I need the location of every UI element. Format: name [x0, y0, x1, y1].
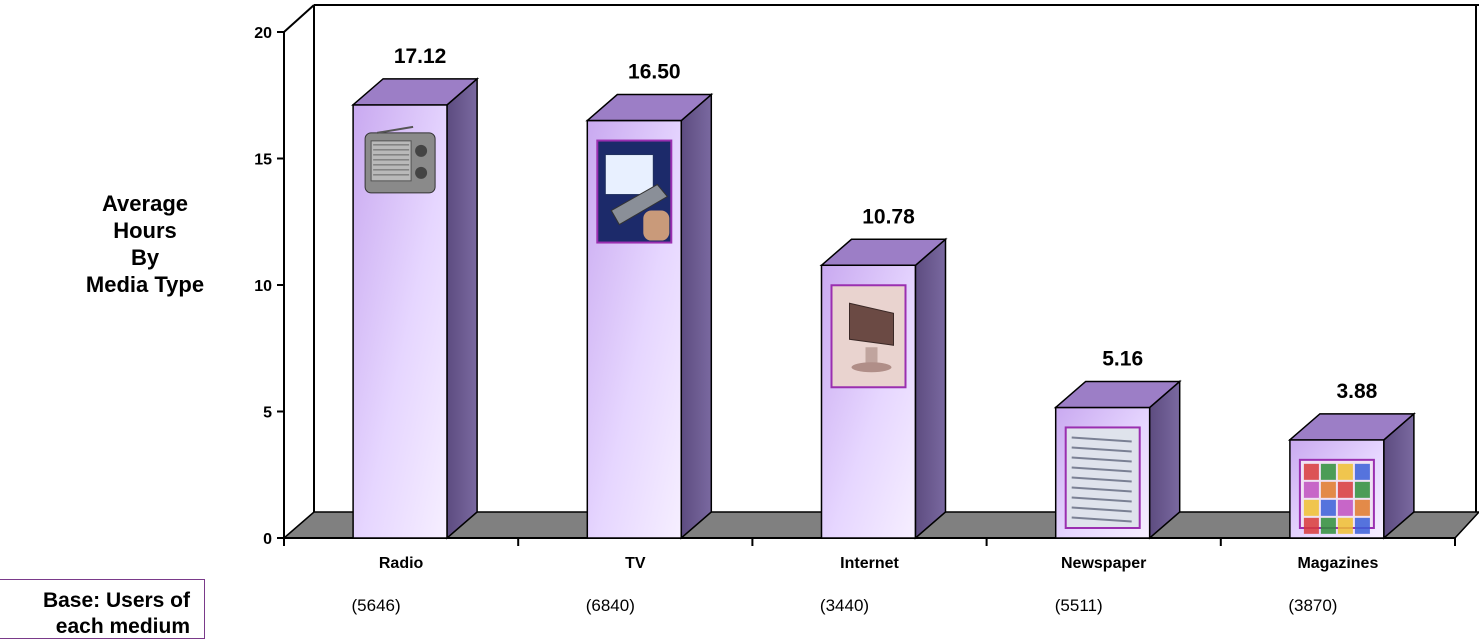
magazine-cover — [1320, 481, 1336, 498]
base-note-box: Base: Users of each medium — [0, 579, 205, 639]
y-axis-title: Average Hours By Media Type — [60, 190, 230, 298]
magazine-cover — [1320, 517, 1336, 534]
bar-tv — [585, 92, 714, 540]
base-count-label: (3440) — [820, 596, 869, 615]
magazine-cover — [1337, 463, 1353, 480]
bars — [351, 77, 1416, 540]
newsprint-line — [1071, 496, 1132, 503]
hand — [643, 210, 670, 241]
axis-corner-top — [283, 4, 315, 33]
radio-knob — [415, 166, 428, 179]
magazine-cover — [1337, 499, 1353, 516]
category-label: Magazines — [1297, 555, 1378, 572]
bar-top-face — [585, 93, 714, 122]
magazine-cover — [1303, 517, 1319, 534]
monitor-stand — [865, 347, 878, 364]
data-labels: 17.12 Radio (5646) 16.50 TV (6840) 10.78 Intern… — [352, 45, 1379, 615]
bar-top-face — [1053, 380, 1182, 409]
magazine-cover — [1303, 481, 1319, 498]
tv-screen — [604, 154, 654, 196]
bar-side-face — [914, 237, 947, 540]
remote-control — [610, 183, 669, 226]
bar-internet — [819, 237, 948, 540]
bar-side-face — [446, 77, 478, 540]
bar-magazines — [1287, 412, 1416, 540]
chart-area: 0 5 10 15 20 17.12 Radio (5646) 16.50 TV (6840) 10… — [254, 4, 1479, 615]
newsprint-line — [1071, 476, 1132, 483]
y-axis: 0 5 10 15 20 — [254, 25, 284, 548]
value-label: 10.78 — [862, 205, 915, 228]
newsprint-line — [1071, 486, 1132, 493]
bar-newspaper — [1053, 379, 1182, 540]
radio-knob — [415, 144, 428, 157]
bar-radio — [351, 77, 480, 540]
base-count-label: (5646) — [352, 596, 401, 615]
tv-remote-icon — [596, 139, 673, 244]
newsprint-line — [1071, 506, 1132, 513]
y-title-line-3: By — [130, 245, 160, 270]
bar-side-face — [1148, 379, 1181, 540]
bar-top-face — [1287, 413, 1416, 441]
magazine-cover — [1354, 499, 1370, 516]
magazine-cover — [1337, 517, 1353, 534]
x-axis — [283, 538, 1456, 546]
magazine-cover — [1354, 463, 1370, 480]
y-tick-label: 0 — [263, 531, 272, 548]
magazines-icon — [1298, 458, 1375, 534]
magazine-cover — [1303, 463, 1319, 480]
base-note-line-2: each medium — [55, 615, 190, 638]
bar-top-face — [351, 78, 480, 106]
y-title-line-4: Media Type — [85, 272, 205, 297]
category-label: Internet — [840, 555, 899, 572]
base-count-label: (5511) — [1055, 596, 1103, 615]
value-label: 17.12 — [394, 45, 447, 68]
magazine-cover — [1320, 463, 1336, 480]
category-label: Newspaper — [1061, 555, 1146, 572]
radio-icon — [364, 125, 436, 194]
magazine-cover — [1320, 499, 1336, 516]
newsprint-line — [1071, 436, 1132, 443]
newsprint-line — [1071, 516, 1132, 523]
y-title-line-2: Hours — [113, 218, 177, 243]
magazine-cover — [1354, 481, 1370, 498]
radio-speaker — [370, 140, 412, 182]
bar-chart: 0 5 10 15 20 17.12 Radio (5646) 16.50 TV (6840) 10… — [254, 4, 1479, 615]
magazine-cover — [1337, 481, 1353, 498]
monitor-screen — [849, 302, 894, 346]
bar-side-face — [680, 92, 713, 540]
radio-handle — [376, 125, 414, 134]
value-label: 16.50 — [628, 61, 681, 84]
newsprint-line — [1071, 446, 1132, 453]
y-title-line-1: Average — [101, 191, 188, 216]
y-tick-label: 5 — [263, 405, 272, 422]
value-label: 3.88 — [1336, 380, 1377, 403]
y-tick-label: 15 — [254, 152, 272, 169]
newspaper-icon — [1064, 426, 1141, 529]
monitor-base — [851, 362, 892, 373]
y-tick-label: 10 — [254, 278, 272, 295]
magazine-cover — [1354, 517, 1370, 534]
newsprint-line — [1071, 456, 1132, 463]
category-label: TV — [625, 555, 646, 572]
base-count-label: (3870) — [1288, 596, 1337, 615]
computer-monitor-icon — [830, 284, 907, 389]
base-note-line-1: Base: Users of — [42, 589, 190, 612]
value-label: 5.16 — [1102, 347, 1143, 370]
base-count-label: (6840) — [586, 596, 635, 615]
bar-top-face — [819, 238, 948, 267]
newsprint-line — [1071, 466, 1132, 473]
magazine-cover — [1303, 499, 1319, 516]
category-label: Radio — [379, 555, 424, 572]
y-tick-label: 20 — [254, 25, 272, 42]
